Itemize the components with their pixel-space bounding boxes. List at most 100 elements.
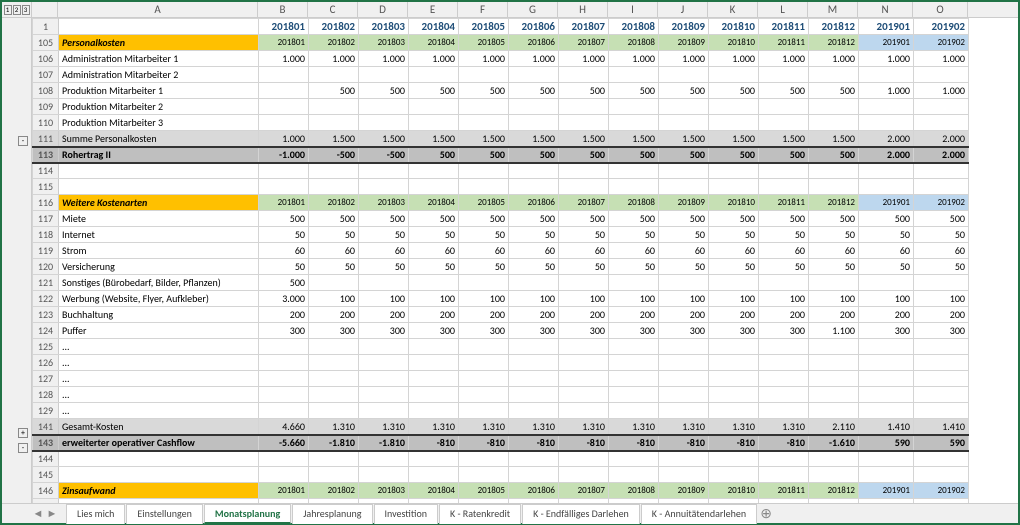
row-header-111[interactable]: 111 bbox=[33, 131, 59, 147]
cell-O108[interactable]: 1.000 bbox=[914, 83, 969, 99]
cell-H113[interactable]: 500 bbox=[559, 147, 609, 163]
cell-E141[interactable]: 1.310 bbox=[409, 419, 459, 435]
cell-B107[interactable] bbox=[259, 67, 309, 83]
cell-K109[interactable] bbox=[709, 99, 759, 115]
cell-E114[interactable] bbox=[409, 163, 459, 179]
cell-D110[interactable] bbox=[359, 115, 409, 131]
cell-H145[interactable] bbox=[559, 467, 609, 483]
cell-B118[interactable]: 50 bbox=[259, 227, 309, 243]
cell-L143[interactable]: -810 bbox=[759, 435, 809, 451]
cell-G122[interactable]: 100 bbox=[509, 291, 559, 307]
cell-N113[interactable]: 2.000 bbox=[859, 147, 914, 163]
cell-B120[interactable]: 50 bbox=[259, 259, 309, 275]
cell-B141[interactable]: 4.660 bbox=[259, 419, 309, 435]
cell-F111[interactable]: 1.500 bbox=[459, 131, 509, 147]
cell-B117[interactable]: 500 bbox=[259, 211, 309, 227]
cell-O125[interactable] bbox=[914, 339, 969, 355]
cell-D125[interactable] bbox=[359, 339, 409, 355]
column-header-D[interactable]: D bbox=[358, 2, 408, 17]
cell-N123[interactable]: 200 bbox=[859, 307, 914, 323]
cell-A115[interactable] bbox=[59, 179, 259, 195]
row-header-108[interactable]: 108 bbox=[33, 83, 59, 99]
cell-A106[interactable]: Administration Mitarbeiter 1 bbox=[59, 51, 259, 67]
cell-H120[interactable]: 50 bbox=[559, 259, 609, 275]
cell-D109[interactable] bbox=[359, 99, 409, 115]
row-header-124[interactable]: 124 bbox=[33, 323, 59, 339]
cell-F124[interactable]: 300 bbox=[459, 323, 509, 339]
cell-D1[interactable]: 201803 bbox=[359, 19, 409, 35]
cell-G116[interactable]: 201806 bbox=[509, 195, 559, 211]
cell-F113[interactable]: 500 bbox=[459, 147, 509, 163]
cell-E126[interactable] bbox=[409, 355, 459, 371]
cell-N128[interactable] bbox=[859, 387, 914, 403]
cell-H126[interactable] bbox=[559, 355, 609, 371]
cell-A107[interactable]: Administration Mitarbeiter 2 bbox=[59, 67, 259, 83]
cell-N141[interactable]: 1.410 bbox=[859, 419, 914, 435]
cell-B119[interactable]: 60 bbox=[259, 243, 309, 259]
cell-J144[interactable] bbox=[659, 451, 709, 467]
cell-N120[interactable]: 50 bbox=[859, 259, 914, 275]
cell-F121[interactable] bbox=[459, 275, 509, 291]
cell-O105[interactable]: 201902 bbox=[914, 35, 969, 51]
cell-K126[interactable] bbox=[709, 355, 759, 371]
cell-F120[interactable]: 50 bbox=[459, 259, 509, 275]
cell-B111[interactable]: 1.000 bbox=[259, 131, 309, 147]
cell-G113[interactable]: 500 bbox=[509, 147, 559, 163]
cell-K108[interactable]: 500 bbox=[709, 83, 759, 99]
cell-D123[interactable]: 200 bbox=[359, 307, 409, 323]
cell-M110[interactable] bbox=[809, 115, 859, 131]
sheet-tab-k-ratenkredit[interactable]: K - Ratenkredit bbox=[439, 504, 521, 524]
cell-H106[interactable]: 1.000 bbox=[559, 51, 609, 67]
cell-B145[interactable] bbox=[259, 467, 309, 483]
row-header-119[interactable]: 119 bbox=[33, 243, 59, 259]
cell-H146[interactable]: 201807 bbox=[559, 483, 609, 499]
cell-C121[interactable] bbox=[309, 275, 359, 291]
cell-J122[interactable]: 100 bbox=[659, 291, 709, 307]
cell-L107[interactable] bbox=[759, 67, 809, 83]
cell-M108[interactable]: 500 bbox=[809, 83, 859, 99]
cell-J143[interactable]: -810 bbox=[659, 435, 709, 451]
cell-E110[interactable] bbox=[409, 115, 459, 131]
cell-G115[interactable] bbox=[509, 179, 559, 195]
cell-K146[interactable]: 201810 bbox=[709, 483, 759, 499]
row-header-127[interactable]: 127 bbox=[33, 371, 59, 387]
cell-B114[interactable] bbox=[259, 163, 309, 179]
cell-B109[interactable] bbox=[259, 99, 309, 115]
cell-D106[interactable]: 1.000 bbox=[359, 51, 409, 67]
cell-G121[interactable] bbox=[509, 275, 559, 291]
cell-F129[interactable] bbox=[459, 403, 509, 419]
column-header-J[interactable]: J bbox=[658, 2, 708, 17]
cell-M141[interactable]: 2.110 bbox=[809, 419, 859, 435]
cell-K127[interactable] bbox=[709, 371, 759, 387]
cell-H125[interactable] bbox=[559, 339, 609, 355]
cell-I116[interactable]: 201808 bbox=[609, 195, 659, 211]
cell-F125[interactable] bbox=[459, 339, 509, 355]
cell-B129[interactable] bbox=[259, 403, 309, 419]
cell-H118[interactable]: 50 bbox=[559, 227, 609, 243]
cell-K123[interactable]: 200 bbox=[709, 307, 759, 323]
cell-D141[interactable]: 1.310 bbox=[359, 419, 409, 435]
cell-E125[interactable] bbox=[409, 339, 459, 355]
cell-K106[interactable]: 1.000 bbox=[709, 51, 759, 67]
cell-H108[interactable]: 500 bbox=[559, 83, 609, 99]
cell-H111[interactable]: 1.500 bbox=[559, 131, 609, 147]
cell-I118[interactable]: 50 bbox=[609, 227, 659, 243]
cell-A113[interactable]: Rohertrag II bbox=[59, 147, 259, 163]
cell-N111[interactable]: 2.000 bbox=[859, 131, 914, 147]
cell-N125[interactable] bbox=[859, 339, 914, 355]
cell-I125[interactable] bbox=[609, 339, 659, 355]
cell-A105[interactable]: Personalkosten bbox=[59, 35, 259, 51]
outline-toggle-2[interactable]: - bbox=[18, 443, 28, 453]
cell-A127[interactable]: ... bbox=[59, 371, 259, 387]
cell-E128[interactable] bbox=[409, 387, 459, 403]
cell-G141[interactable]: 1.310 bbox=[509, 419, 559, 435]
cell-G118[interactable]: 50 bbox=[509, 227, 559, 243]
cell-C115[interactable] bbox=[309, 179, 359, 195]
cell-E109[interactable] bbox=[409, 99, 459, 115]
cell-I105[interactable]: 201808 bbox=[609, 35, 659, 51]
cell-J1[interactable]: 201809 bbox=[659, 19, 709, 35]
sheet-tab-jahresplanung[interactable]: Jahresplanung bbox=[292, 504, 372, 524]
cell-C118[interactable]: 50 bbox=[309, 227, 359, 243]
cell-H1[interactable]: 201807 bbox=[559, 19, 609, 35]
cell-O128[interactable] bbox=[914, 387, 969, 403]
